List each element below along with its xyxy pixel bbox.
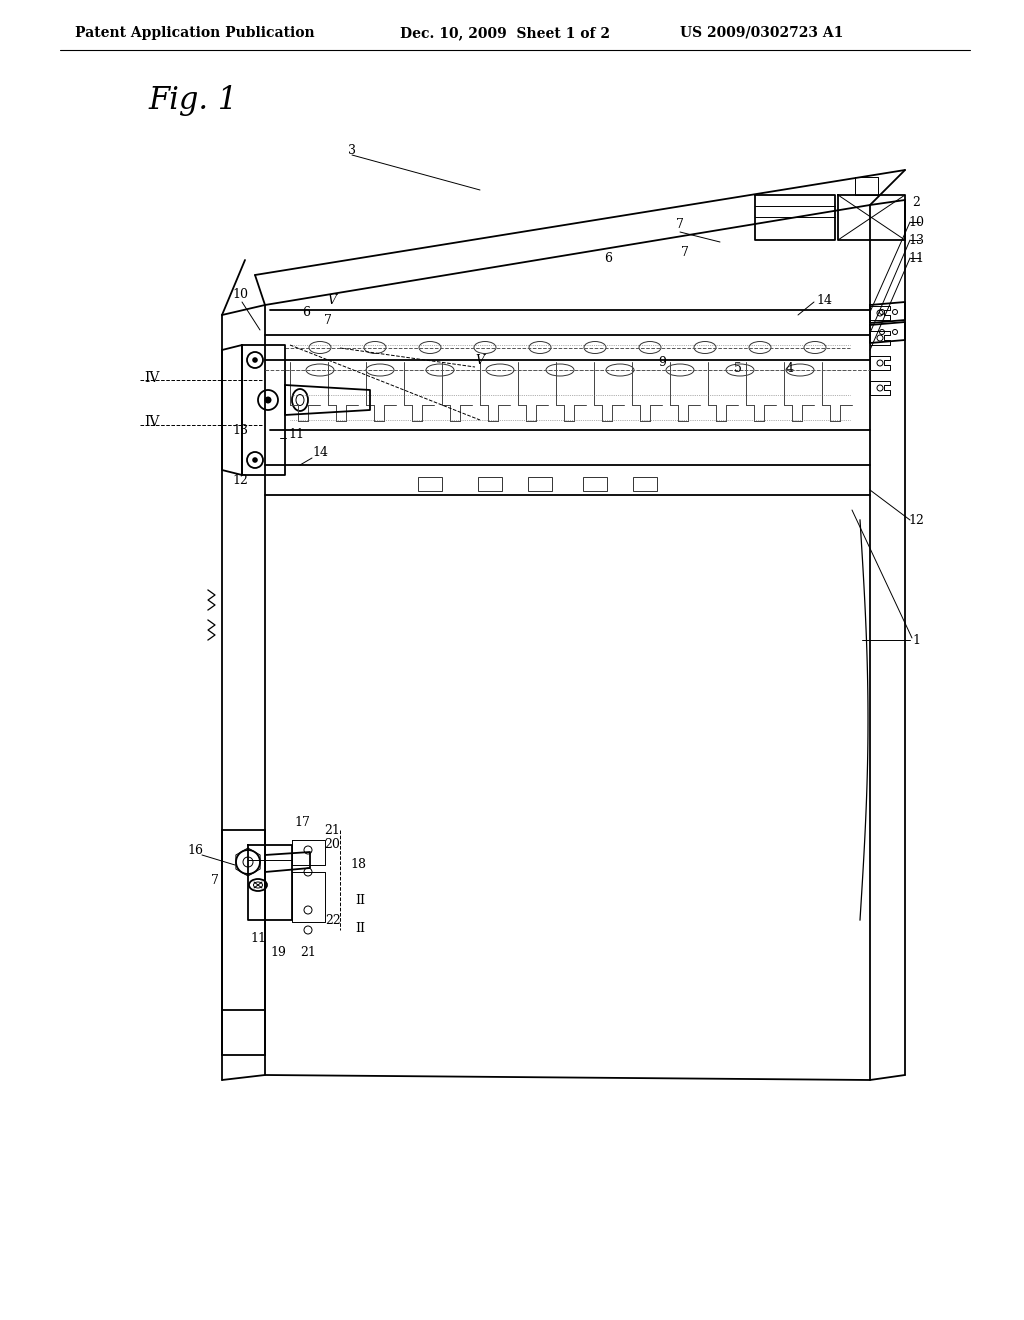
Text: 12: 12: [908, 513, 924, 527]
Bar: [528, 477, 552, 491]
Text: II: II: [355, 921, 365, 935]
Text: 20: 20: [324, 837, 340, 850]
Circle shape: [252, 457, 258, 463]
Bar: [478, 477, 502, 491]
Bar: [418, 477, 442, 491]
Text: Dec. 10, 2009  Sheet 1 of 2: Dec. 10, 2009 Sheet 1 of 2: [400, 26, 610, 40]
Text: 4: 4: [786, 362, 794, 375]
Circle shape: [252, 358, 258, 363]
Text: II: II: [355, 894, 365, 907]
Text: 10: 10: [232, 289, 248, 301]
Text: 11: 11: [288, 429, 304, 441]
Text: V: V: [328, 293, 337, 306]
Circle shape: [264, 396, 271, 404]
Text: 2: 2: [912, 195, 920, 209]
Text: US 2009/0302723 A1: US 2009/0302723 A1: [680, 26, 844, 40]
Text: 11: 11: [250, 932, 266, 945]
Text: V: V: [475, 354, 484, 367]
Text: 3: 3: [348, 144, 356, 157]
Text: IV: IV: [144, 414, 160, 429]
Text: 18: 18: [350, 858, 366, 871]
Text: 11: 11: [908, 252, 924, 264]
Text: 7: 7: [211, 874, 219, 887]
Text: 21: 21: [300, 945, 316, 958]
Text: 19: 19: [270, 945, 286, 958]
Text: 7: 7: [676, 219, 684, 231]
Text: 9: 9: [658, 356, 666, 370]
Text: 14: 14: [816, 293, 831, 306]
Text: IV: IV: [144, 371, 160, 385]
Text: Patent Application Publication: Patent Application Publication: [75, 26, 314, 40]
Text: 13: 13: [908, 234, 924, 247]
Bar: [633, 477, 657, 491]
Text: 22: 22: [326, 913, 341, 927]
Text: 5: 5: [734, 362, 742, 375]
Text: 17: 17: [294, 816, 310, 829]
Bar: [583, 477, 607, 491]
Text: 14: 14: [312, 446, 328, 458]
Text: 1: 1: [912, 634, 920, 647]
Text: 7: 7: [324, 314, 332, 326]
Text: 12: 12: [232, 474, 248, 487]
Text: Fig. 1: Fig. 1: [148, 84, 238, 116]
Text: 16: 16: [187, 843, 203, 857]
Text: 6: 6: [604, 252, 612, 264]
Text: 13: 13: [232, 424, 248, 437]
Text: 10: 10: [908, 215, 924, 228]
Text: 6: 6: [302, 305, 310, 318]
Text: 7: 7: [681, 246, 689, 259]
Text: 21: 21: [324, 824, 340, 837]
